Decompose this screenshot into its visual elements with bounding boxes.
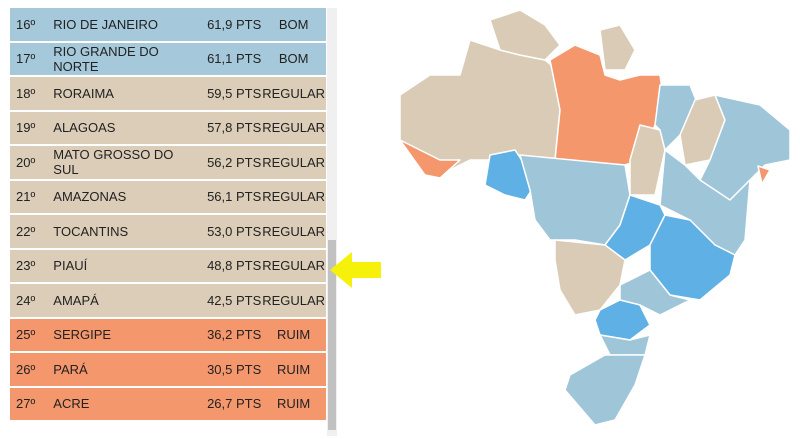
rating: BOM [278,51,309,67]
table-row: 20º Mato Grosso do Sul 56,2 PTS REGULAR [10,146,326,179]
state-name: Mato Grosso do Sul [53,147,174,178]
rating: RUIM [277,396,311,412]
rating: REGULAR [262,223,326,239]
state-name: Rio Grande do Norte [53,43,159,74]
points: 30,5 PTS [207,361,262,377]
rank: 21º [16,189,36,205]
rank: 27º [16,396,36,412]
rating: REGULAR [262,258,326,274]
region [489,9,561,61]
points: 26,7 PTS [207,396,262,412]
state-name: Piauí [53,258,88,274]
state-name: Sergipe [53,327,112,343]
scroll-thumb[interactable] [328,240,336,430]
table-row: 24º Amapá 42,5 PTS REGULAR [10,284,326,317]
region [649,214,736,301]
table-row: 26º Pará 30,5 PTS RUIM [10,353,326,386]
region [757,165,771,185]
rank: 24º [16,292,36,308]
rank: 16º [16,16,36,32]
region [659,149,751,256]
rank: 17º [16,51,36,67]
rank: 26º [16,361,36,377]
region [654,84,701,151]
table-row: 25º Sergipe 36,2 PTS RUIM [10,318,326,351]
region [599,24,636,71]
state-name: Tocantins [53,223,129,239]
table-row: 27º Acre 26,7 PTS RUIM [10,387,326,420]
state-name: Amazonas [53,189,127,205]
points: 57,8 PTS [207,120,262,136]
points: 59,5 PTS [207,85,262,101]
arrow [330,252,381,288]
points: 36,2 PTS [207,327,262,343]
rating: RUIM [277,327,311,343]
table-row: 17º Rio Grande do Norte 61,1 PTS BOM [10,42,326,75]
state-name: Roraima [53,85,114,101]
ranking-table: 16º Rio de Janeiro 61,9 PTS BOM 17º Rio Grand… [10,8,326,422]
points: 48,8 PTS [207,258,262,274]
table-row: 21º Amazonas 56,1 PTS REGULAR [10,180,326,213]
table-row: 22º Tocantins 53,0 PTS REGULAR [10,215,326,248]
rank: 25º [16,327,36,343]
rating: REGULAR [262,120,326,136]
state-name: Amapá [53,292,99,308]
region [519,154,631,246]
table-row: 19º Alagoas 57,8 PTS REGULAR [10,111,326,144]
region [594,299,651,341]
table-row: 16º Rio de Janeiro 61,9 PTS BOM [10,8,326,41]
scrollbar[interactable] [327,8,337,436]
rank: 20º [16,154,36,170]
rating: REGULAR [262,292,326,308]
region [399,139,461,179]
rating: REGULAR [262,85,326,101]
state-name: Rio de Janeiro [53,16,159,32]
points: 56,1 PTS [207,189,262,205]
rank: 19º [16,120,36,136]
rating: REGULAR [262,189,326,205]
region [599,334,651,356]
points: 61,9 PTS [207,16,262,32]
state-name: Alagoas [53,120,116,136]
rating: RUIM [277,361,311,377]
state-name: Acre [53,396,90,412]
table-row: 23º Piauí 48,8 PTS REGULAR [10,249,326,282]
points: 56,2 PTS [207,154,262,170]
region [564,354,646,426]
points: 53,0 PTS [207,223,262,239]
rank: 22º [16,223,36,239]
state-name: Pará [53,361,88,377]
rating: REGULAR [262,154,326,170]
rating: BOM [278,16,309,32]
points: 42,5 PTS [207,292,262,308]
rank: 23º [16,258,36,274]
rank: 18º [16,85,36,101]
table-row: 18º Roraima 59,5 PTS REGULAR [10,77,326,110]
points: 61,1 PTS [207,51,262,67]
